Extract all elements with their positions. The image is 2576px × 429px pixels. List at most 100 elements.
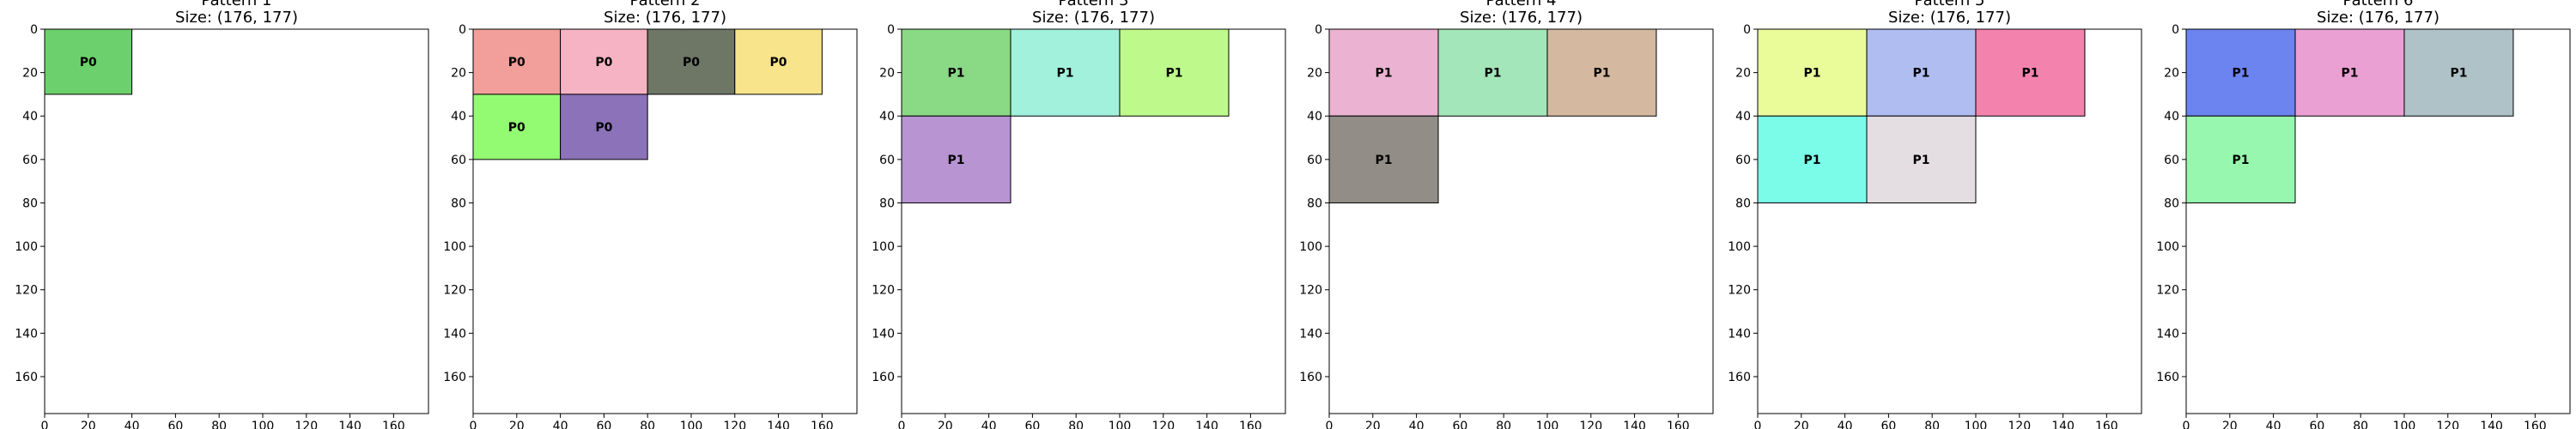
axes-frame [44, 28, 429, 414]
x-tick-label: 20 [1365, 420, 1381, 429]
x-tick-label: 160 [811, 420, 834, 429]
pattern-rect-label: P1 [1803, 154, 1820, 167]
y-tick-label: 160 [1299, 371, 1322, 384]
y-tick-label: 160 [1728, 371, 1751, 384]
y-tick-label: 100 [15, 240, 38, 254]
pattern-rect-label: P1 [1803, 67, 1820, 81]
x-tick-label: 20 [2222, 420, 2238, 429]
pattern-rect [560, 28, 648, 95]
x-tick-label: 80 [640, 420, 655, 429]
pattern-rect [1119, 28, 1230, 117]
x-tick-label: 60 [1024, 420, 1040, 429]
pattern-rect-label: P0 [683, 56, 700, 69]
x-tick-label: 140 [2051, 420, 2075, 429]
x-tick-label: 160 [1667, 420, 1690, 429]
y-tick-label: 120 [872, 284, 895, 298]
pattern-rect [1328, 28, 1439, 117]
panel-title: Pattern 6 [2343, 0, 2414, 9]
y-tick-label: 40 [1735, 110, 1751, 124]
x-tick-label: 0 [41, 420, 49, 429]
y-tick-label: 0 [459, 23, 466, 37]
y-tick-label: 120 [15, 284, 38, 298]
pattern-rect [472, 28, 562, 95]
pattern-rect-label: P1 [2450, 67, 2467, 81]
y-tick-label: 140 [443, 327, 466, 341]
y-tick-label: 20 [2164, 67, 2179, 81]
y-tick-label: 100 [443, 240, 466, 254]
pattern-rect [901, 115, 1012, 203]
y-tick-label: 0 [2172, 23, 2179, 37]
x-tick-label: 160 [382, 420, 405, 429]
y-tick-label: 20 [22, 67, 38, 81]
x-tick-label: 0 [2183, 420, 2190, 429]
y-tick-label: 160 [15, 371, 38, 384]
x-tick-label: 100 [680, 420, 703, 429]
x-tick-label: 60 [2309, 420, 2324, 429]
panel-title: Pattern 4 [1486, 0, 1557, 9]
x-tick-label: 60 [596, 420, 611, 429]
x-tick-label: 20 [509, 420, 525, 429]
pattern-rect [44, 28, 133, 95]
pattern-rect [560, 94, 648, 160]
y-tick-label: 20 [879, 67, 895, 81]
pattern-rect [734, 28, 823, 95]
axes-frame [1757, 28, 2142, 414]
axes-frame [2185, 28, 2571, 414]
y-tick-label: 40 [2164, 110, 2179, 124]
y-tick-label: 100 [1299, 240, 1322, 254]
panel-title: Pattern 1 [202, 0, 272, 9]
pattern-rect-label: P0 [508, 121, 526, 135]
x-tick-label: 80 [211, 420, 227, 429]
y-tick-label: 0 [1315, 23, 1322, 37]
y-tick-label: 20 [1735, 67, 1751, 81]
x-tick-label: 40 [2266, 420, 2281, 429]
y-tick-label: 140 [1299, 327, 1322, 341]
x-tick-label: 100 [1965, 420, 1988, 429]
x-tick-label: 40 [981, 420, 997, 429]
x-tick-label: 120 [723, 420, 746, 429]
pattern-rect [1437, 28, 1548, 117]
y-tick-label: 60 [1735, 154, 1751, 167]
panel-subtitle: Size: (176, 177) [1460, 9, 1583, 27]
pattern-rect-label: P0 [508, 56, 526, 69]
y-tick-label: 80 [879, 196, 895, 210]
x-tick-label: 140 [2480, 420, 2503, 429]
y-tick-label: 140 [1728, 327, 1751, 341]
x-tick-label: 100 [1109, 420, 1132, 429]
x-tick-label: 100 [1536, 420, 1559, 429]
x-tick-label: 60 [1452, 420, 1467, 429]
x-tick-label: 20 [1794, 420, 1809, 429]
x-tick-label: 0 [470, 420, 477, 429]
y-tick-label: 60 [879, 154, 895, 167]
y-tick-label: 160 [443, 371, 466, 384]
pattern-rect [2185, 115, 2296, 203]
pattern-rect [1866, 28, 1977, 117]
x-tick-label: 0 [898, 420, 906, 429]
panel-subtitle: Size: (176, 177) [175, 9, 298, 27]
y-tick-label: 140 [15, 327, 38, 341]
axes-frame [1328, 28, 1714, 414]
pattern-rect-label: P1 [1912, 67, 1929, 81]
y-tick-label: 120 [1299, 284, 1322, 298]
x-tick-label: 0 [1754, 420, 1762, 429]
x-tick-label: 120 [1579, 420, 1602, 429]
y-tick-label: 0 [30, 23, 38, 37]
y-tick-label: 60 [1307, 154, 1322, 167]
pattern-rect [1757, 115, 1868, 203]
panel-title: Pattern 2 [630, 0, 701, 9]
panel-subtitle: Size: (176, 177) [2317, 9, 2439, 27]
x-tick-label: 160 [2524, 420, 2547, 429]
pattern-rect-label: P1 [1593, 67, 1610, 81]
pattern-rect-label: P1 [1056, 67, 1073, 81]
x-tick-label: 160 [2095, 420, 2118, 429]
x-tick-label: 40 [1409, 420, 1425, 429]
pattern-rect-label: P1 [2232, 154, 2249, 167]
y-tick-label: 140 [2156, 327, 2179, 341]
x-tick-label: 40 [125, 420, 140, 429]
x-tick-label: 140 [1195, 420, 1218, 429]
pattern-rect [1975, 28, 2086, 117]
y-tick-label: 20 [451, 67, 466, 81]
x-tick-label: 120 [2436, 420, 2459, 429]
